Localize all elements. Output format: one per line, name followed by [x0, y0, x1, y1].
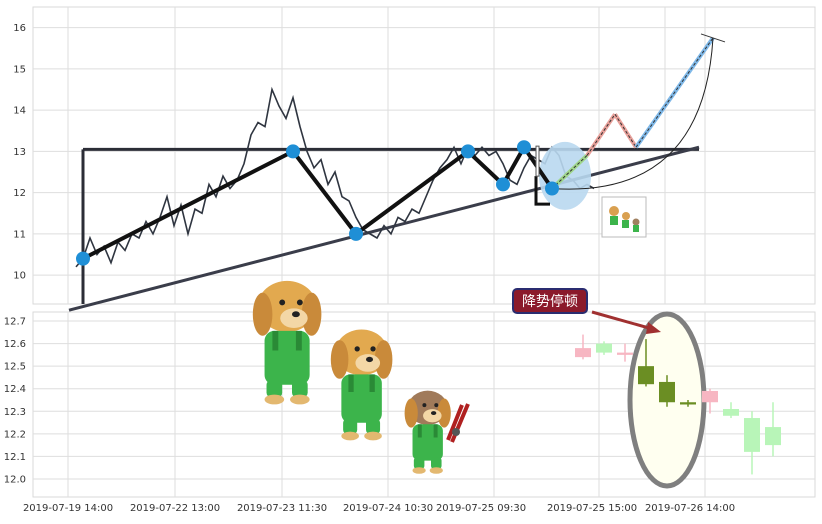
bottom-y-tick-label: 12.7	[4, 317, 26, 328]
thumbnail-dog-body	[633, 225, 639, 232]
projection-tip-mark	[700, 33, 726, 43]
projection-dash	[614, 113, 637, 148]
bottom-y-tick-label: 12.3	[4, 407, 26, 418]
x-tick-label: 2019-07-24 10:30	[343, 503, 433, 514]
bottom-y-tick-label: 12.0	[4, 474, 26, 485]
pattern-point	[286, 144, 300, 159]
projection-dash	[551, 155, 588, 189]
annotation-box	[512, 288, 588, 314]
projection-dash	[635, 37, 714, 148]
bracket-mark	[534, 176, 550, 206]
top-y-tick-label: 15	[13, 64, 26, 75]
candle-body	[744, 418, 760, 452]
pattern-point	[349, 226, 363, 241]
x-tick-label: 2019-07-23 11:30	[237, 503, 327, 514]
annotation-arrow	[591, 310, 657, 332]
x-tick-label: 2019-07-22 13:00	[130, 503, 220, 514]
top-y-tick-label: 16	[13, 23, 26, 34]
top-y-tick-label: 11	[13, 229, 26, 240]
thumbnail-dog-body	[622, 220, 629, 228]
projection-arc	[551, 37, 714, 190]
pattern-point	[76, 251, 90, 266]
candle-body	[765, 427, 781, 446]
top-panel-frame	[32, 6, 816, 305]
annotation-arrowhead	[646, 322, 661, 334]
pattern-point	[545, 181, 559, 196]
candle-body	[659, 381, 675, 403]
top-y-tick-label: 14	[13, 106, 26, 117]
candle-body	[723, 409, 739, 416]
candle-body	[680, 402, 696, 405]
bottom-y-tick-label: 12.1	[4, 452, 26, 463]
thumbnail-dog-icon	[632, 218, 640, 226]
pattern-point	[461, 144, 475, 159]
top-y-tick-label: 10	[13, 271, 26, 282]
annotation-label: 降势停顿	[522, 293, 578, 310]
x-tick-label: 2019-07-26 14:00	[645, 503, 735, 514]
dog-with-pliers-mascot	[404, 390, 451, 474]
golden-dog-mascot	[252, 280, 322, 405]
pliers-pivot-icon	[452, 428, 460, 436]
thumbnail-dog-icon	[622, 212, 630, 220]
x-tick-label: 2019-07-25 09:30	[436, 503, 526, 514]
bottom-y-tick-label: 12.2	[4, 429, 26, 440]
support-trend-line	[68, 145, 700, 312]
candle-body	[617, 352, 633, 355]
candle-body	[702, 390, 718, 403]
top-y-tick-label: 13	[13, 147, 26, 158]
projection-dash	[586, 113, 616, 156]
bottom-y-tick-label: 12.4	[4, 384, 26, 395]
x-tick-label: 2019-07-19 14:00	[23, 503, 113, 514]
thumbnail-dog-body	[610, 216, 618, 225]
x-tick-label: 2019-07-25 15:00	[547, 503, 637, 514]
golden-dog-mascot	[330, 329, 393, 441]
pattern-point	[496, 177, 510, 192]
candle-body	[575, 348, 591, 358]
candle-body	[596, 343, 612, 353]
thumbnail-dog-icon	[609, 206, 619, 216]
bottom-y-tick-label: 12.5	[4, 362, 26, 373]
pattern-point	[517, 140, 531, 155]
top-y-tick-label: 12	[13, 188, 26, 199]
bracket-small-bar	[535, 145, 540, 177]
candle-body	[638, 366, 654, 385]
bottom-y-tick-label: 12.6	[4, 339, 26, 350]
